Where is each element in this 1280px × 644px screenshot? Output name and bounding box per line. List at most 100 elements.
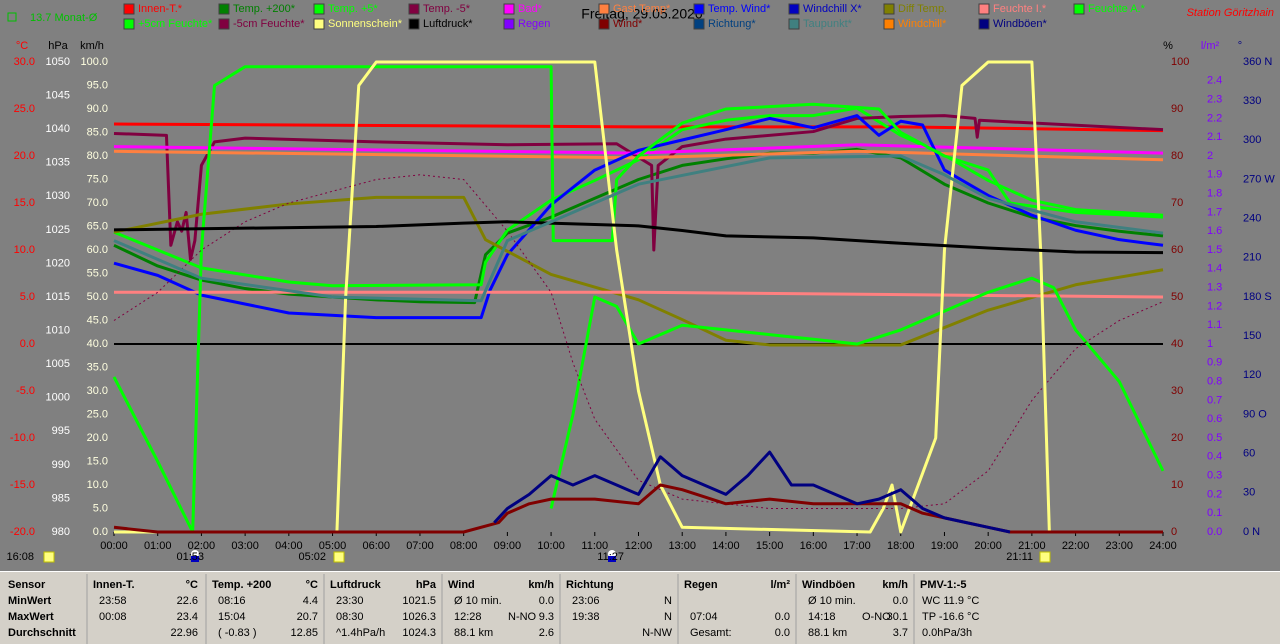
x-tick-label: 14:00 (712, 540, 740, 552)
y-tick-label: 1030 (46, 190, 70, 202)
table-cell: 07:04 (690, 611, 718, 623)
y-tick-label: 100.0 (80, 56, 108, 68)
legend-label: Bad* (518, 3, 543, 15)
x-tick-label: 09:00 (494, 540, 522, 552)
column-header: Regen (684, 579, 718, 591)
sun-icon (43, 551, 55, 563)
legend-label: Wind* (613, 18, 643, 30)
y-tick-label: 0.0 (1207, 526, 1222, 538)
legend-swatch (503, 3, 515, 15)
y-tick-label: 35.0 (87, 361, 108, 373)
y-tick-label: 70 (1171, 197, 1183, 209)
x-tick-label: 07:00 (406, 540, 434, 552)
y-tick-label: 1.8 (1207, 188, 1222, 200)
series-line (113, 220, 1164, 255)
column-header: °C (186, 579, 198, 591)
y-tick-label: 80 (1171, 150, 1183, 162)
y-tick-label: 2.2 (1207, 112, 1222, 124)
legend-label: +5cm Feuchte* (138, 18, 213, 30)
table-cell: 23:58 (99, 595, 127, 607)
table-cell: TP -16.6 °C (922, 611, 979, 623)
y-tick-label: 2 (1207, 150, 1213, 162)
legend-swatch (978, 3, 990, 15)
y-tick-label: 80.0 (87, 150, 108, 162)
row-label: MaxWert (8, 611, 54, 623)
table-cell: WC 11.9 °C (922, 595, 979, 607)
legend-label: Sonnenschein* (328, 18, 403, 30)
y-tick-label: 0.8 (1207, 376, 1222, 388)
y-tick-label: 85.0 (87, 126, 108, 138)
legend-label: Feuchte A.* (1088, 3, 1146, 15)
legend-label: Windböen* (993, 18, 1048, 30)
y-tick-label: 1.1 (1207, 319, 1222, 331)
column-header: Richtung (566, 579, 614, 591)
y-tick-label: 60 (1171, 244, 1183, 256)
background (0, 0, 1280, 572)
legend-label: Innen-T.* (138, 3, 183, 15)
y-tick-label: 0.0 (20, 338, 35, 350)
y-tick-label: 1 (1207, 338, 1213, 350)
series-line (113, 114, 1164, 320)
y-tick-label: 0.3 (1207, 470, 1222, 482)
y-tick-label: 2.1 (1207, 131, 1222, 143)
y-tick-label: 40.0 (87, 338, 108, 350)
column-header: km/h (528, 579, 554, 591)
x-tick-label: 06:00 (362, 540, 390, 552)
table-cell: 20.7 (297, 611, 318, 623)
table-cell: 19:38 (572, 611, 600, 623)
series-line (113, 174, 1164, 509)
y-tick-label: 240 (1243, 213, 1261, 225)
y-tick-label: 1035 (46, 157, 70, 169)
y-tick-label: 150 (1243, 330, 1261, 342)
y-tick-label: 360 N (1243, 56, 1272, 68)
series-line (113, 106, 1164, 288)
x-tick-label: 18:00 (887, 540, 915, 552)
table-cell: 12:28 (454, 611, 482, 623)
y-tick-label: 0.9 (1207, 357, 1222, 369)
y-tick-label: 30.0 (14, 56, 35, 68)
y-tick-label: 1045 (46, 89, 70, 101)
column-header: l/m² (770, 579, 790, 591)
y-tick-label: 1.6 (1207, 225, 1222, 237)
x-tick-label: 00:00 (100, 540, 128, 552)
table-cell: 0.0 (775, 611, 790, 623)
y-tick-label: 1025 (46, 224, 70, 236)
column-header: Innen-T. (93, 579, 135, 591)
table-cell: 22.96 (170, 627, 198, 639)
y-tick-label: 90.0 (87, 103, 108, 115)
moon-base (608, 556, 616, 562)
y-tick-label: 30 (1243, 487, 1255, 499)
y-tick-label: -20.0 (10, 526, 35, 538)
column-header: Windböen (802, 579, 855, 591)
legend-label: Richtung* (708, 18, 756, 30)
x-tick-label: 16:00 (800, 540, 828, 552)
y-tick-label: 1.7 (1207, 206, 1222, 218)
y-tick-label: 180 S (1243, 291, 1272, 303)
x-tick-label: 08:00 (450, 540, 478, 552)
y-tick-label: 20.0 (14, 150, 35, 162)
legend-label: Taupunkt* (803, 18, 853, 30)
y-tick-label: 300 (1243, 134, 1261, 146)
x-tick-label: 12:00 (625, 540, 653, 552)
row-label: Sensor (8, 579, 46, 591)
y-tick-label: 50 (1171, 291, 1183, 303)
y-tick-label: 10 (1171, 479, 1183, 491)
legend-label: -5cm Feuchte* (233, 18, 305, 30)
series-line (113, 114, 1164, 261)
y-tick-label: 120 (1243, 369, 1261, 381)
table-cell: 22.6 (177, 595, 198, 607)
column-header: Wind (448, 579, 475, 591)
axis-unit: % (1163, 40, 1173, 52)
series-line (114, 290, 1164, 299)
sun-icon (1039, 551, 1051, 563)
column-header: °C (306, 579, 318, 591)
x-tick-label: 15:00 (756, 540, 784, 552)
y-tick-label: 995 (52, 425, 70, 437)
table-cell: 00:08 (99, 611, 127, 623)
legend-swatch (408, 18, 420, 30)
table-background (0, 572, 1280, 644)
legend-swatch (598, 18, 610, 30)
table-cell: N (664, 611, 672, 623)
x-tick-label: 23:00 (1106, 540, 1134, 552)
